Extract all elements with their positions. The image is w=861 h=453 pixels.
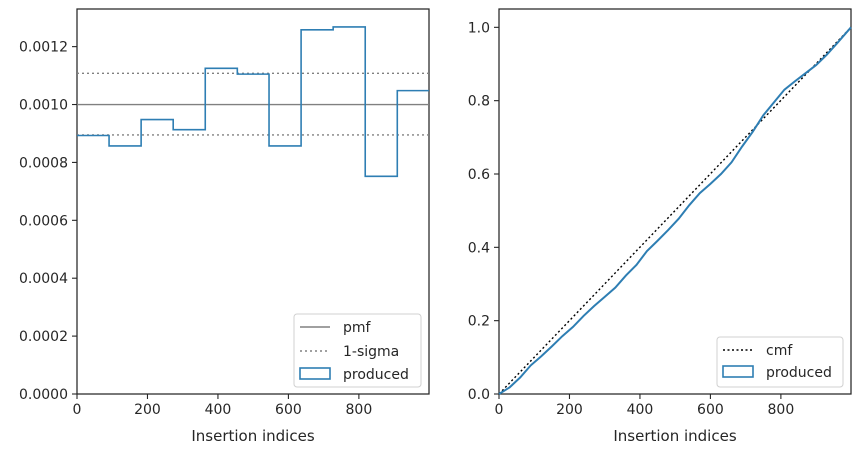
cumulative-x-ticks: 0 200 400 600 800 (495, 394, 795, 418)
cumulative-y-tick-label: 0.6 (468, 167, 490, 183)
histogram-x-axis-label: Insertion indices (191, 427, 314, 445)
histogram-plot-area (77, 26, 429, 178)
histogram-y-tick-label: 0.0000 (19, 387, 68, 403)
histogram-y-tick-label: 0.0006 (19, 213, 68, 229)
histogram-x-tick-label: 600 (275, 402, 302, 418)
cumulative-y-tick-label: 0.4 (468, 240, 490, 256)
histogram-x-tick-label: 0 (73, 402, 82, 418)
histogram-x-tick-label: 200 (134, 402, 161, 418)
legend-produced-swatch (722, 365, 754, 378)
cumulative-x-axis-label: Insertion indices (613, 427, 736, 445)
cumulative-y-tick-label: 0.8 (468, 94, 490, 110)
histogram-y-tick-label: 0.0010 (19, 98, 68, 114)
cumulative-x-tick-label: 0 (495, 402, 504, 418)
legend-sigma-label: 1-sigma (343, 344, 399, 360)
histogram-y-tick-label: 0.0004 (19, 271, 68, 287)
legend-produced-swatch (299, 367, 331, 380)
cumulative-x-tick-label: 600 (697, 402, 724, 418)
cmf-line (498, 26, 852, 395)
cumulative-y-tick-label: 0.2 (468, 314, 490, 330)
produced-cumulative-line (498, 26, 852, 395)
cumulative-y-tick-label: 1.0 (468, 20, 490, 36)
cumulative-x-tick-label: 800 (768, 402, 795, 418)
histogram-legend: pmf 1-sigma produced (293, 313, 422, 388)
histogram-x-tick-label: 800 (346, 402, 373, 418)
histogram-y-ticks: 0.0000 0.0002 0.0004 0.0006 0.0008 0.0010 0.00… (19, 40, 77, 403)
cumulative-legend: cmf produced (716, 336, 844, 388)
histogram-x-ticks: 0 200 400 600 800 (73, 394, 373, 418)
produced-step-histogram (77, 26, 429, 178)
cumulative-x-tick-label: 200 (556, 402, 583, 418)
histogram-x-tick-label: 400 (205, 402, 232, 418)
histogram-panel: 0.0000 0.0002 0.0004 0.0006 0.0008 0.0010 0.00… (19, 8, 430, 445)
legend-produced-label: produced (766, 365, 832, 381)
cumulative-legend-frame (716, 336, 844, 388)
histogram-y-tick-label: 0.0012 (19, 40, 68, 56)
cumulative-y-tick-label: 0.0 (468, 387, 490, 403)
legend-cmf-label: cmf (766, 343, 793, 359)
cumulative-x-tick-label: 400 (627, 402, 654, 418)
cumulative-panel: 0.0 0.2 0.4 0.6 0.8 1.0 0 200 400 600 800 Inserti… (468, 8, 852, 445)
histogram-y-tick-label: 0.0002 (19, 329, 68, 345)
legend-pmf-label: pmf (343, 320, 372, 336)
histogram-axes-frame (76, 8, 430, 395)
cumulative-axes-frame (498, 8, 852, 395)
cumulative-y-ticks: 0.0 0.2 0.4 0.6 0.8 1.0 (468, 20, 499, 403)
cumulative-plot-area (498, 26, 852, 395)
legend-produced-label: produced (343, 367, 409, 383)
histogram-y-tick-label: 0.0008 (19, 155, 68, 171)
